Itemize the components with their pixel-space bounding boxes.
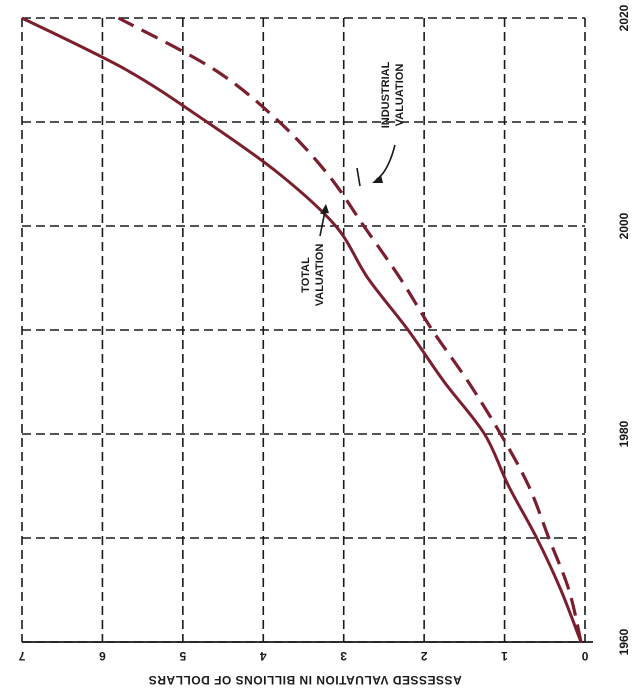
value-tick-label-5: 5 <box>179 649 186 663</box>
industrial-valuation-label-line1: INDUSTRIAL <box>380 61 392 128</box>
tick-labels: 0 1 2 3 4 5 6 7 1960 1980 2000 2020 <box>18 4 631 663</box>
total-valuation-line <box>21 16 583 643</box>
total-valuation-label-line1: TOTAL <box>300 257 312 293</box>
value-tick-label-0: 0 <box>581 649 588 663</box>
total-valuation-label-line2: VALUATION <box>314 244 326 307</box>
value-tick-label-4: 4 <box>260 649 267 663</box>
industrial-valuation-arrow <box>375 144 396 181</box>
value-tick-label-7: 7 <box>18 649 25 663</box>
value-tick-label-6: 6 <box>99 649 106 663</box>
industrial-valuation-arrowhead <box>372 175 383 183</box>
grid <box>21 17 593 643</box>
industrial-valuation-label-line2: VALUATION <box>394 64 406 127</box>
year-tick-label-1980: 1980 <box>617 420 631 447</box>
y-axis-title: ASSESSED VALUATION IN BILLIONS OF DOLLAR… <box>148 673 461 687</box>
value-tick-label-3: 3 <box>340 649 347 663</box>
total-valuation-annotation: TOTAL VALUATION <box>300 204 329 306</box>
industrial-valuation-line <box>117 16 583 643</box>
year-tick-label-2020: 2020 <box>617 4 631 31</box>
series-layer <box>21 16 583 643</box>
value-tick-label-2: 2 <box>420 649 427 663</box>
total-valuation-arrowhead <box>320 204 329 214</box>
year-tick-label-1960: 1960 <box>617 628 631 655</box>
value-tick-label-1: 1 <box>501 649 508 663</box>
year-tick-label-2000: 2000 <box>617 212 631 239</box>
industrial-valuation-annotation: INDUSTRIAL VALUATION <box>356 61 406 187</box>
industrial-valuation-tick-mark <box>356 167 361 187</box>
